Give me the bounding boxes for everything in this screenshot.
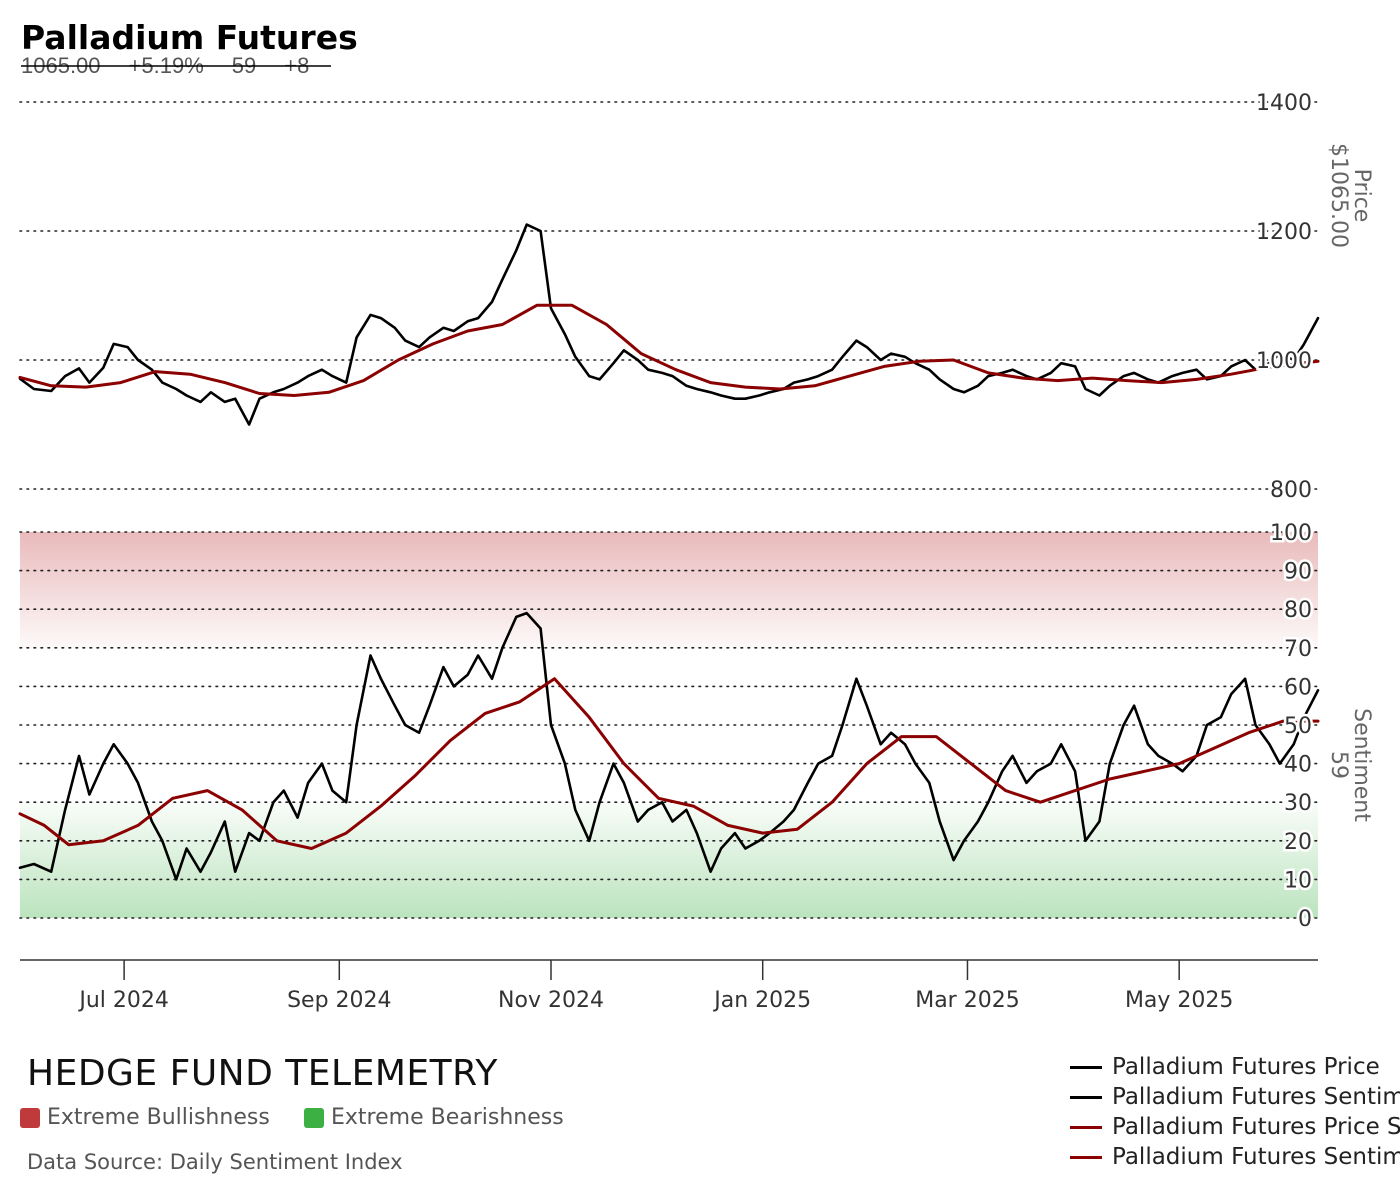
bear-zone (20, 802, 1318, 918)
price-line (18, 223, 1320, 426)
y-tick-label: 40 (1284, 753, 1312, 778)
legend-line (1070, 1125, 1102, 1129)
sentiment-zones (20, 532, 1318, 918)
y-tick-label: 20 (1284, 830, 1312, 855)
legend-item-sentiment-sma[interactable]: Palladium Futures Sentiment SMA (1070, 1142, 1400, 1172)
bear-zone-swatch (304, 1107, 324, 1128)
bull-zone-label: Extreme Bullishness (47, 1105, 270, 1130)
legend-item-sentiment[interactable]: Palladium Futures Sentiment (1070, 1082, 1400, 1112)
x-tick-label: Jul 2024 (77, 988, 169, 1013)
legend-label: Palladium Futures Sentiment (1112, 1084, 1400, 1110)
bull-zone-legend: Extreme Bullishness (20, 1105, 270, 1130)
y-tick-label: 50 (1284, 714, 1312, 739)
x-tick-label: May 2025 (1125, 988, 1233, 1013)
sentiment-sma-line (18, 677, 1320, 850)
grid-lines (19, 101, 1319, 919)
x-tick-label: Jan 2025 (712, 988, 811, 1013)
legend: Palladium Futures Price Palladium Future… (1070, 1052, 1400, 1172)
bear-zone-legend: Extreme Bearishness (304, 1105, 564, 1130)
legend-label: Palladium Futures Price SMA (1112, 1114, 1400, 1140)
x-tick-label: Mar 2025 (915, 988, 1020, 1013)
chart-title: Palladium Futures (21, 18, 358, 57)
series-lines (18, 223, 1320, 881)
y-tick-label: 100 (1270, 521, 1312, 546)
header-strike (21, 65, 331, 67)
bull-zone-swatch (20, 1107, 40, 1128)
legend-item-price[interactable]: Palladium Futures Price (1070, 1052, 1400, 1082)
y-tick-label: 60 (1284, 675, 1312, 700)
price-axis-value: $1065.00 (1326, 143, 1351, 248)
legend-line (1070, 1065, 1102, 1069)
y-tick-label: 30 (1284, 791, 1312, 816)
price-sma-line (18, 303, 1320, 397)
y-tick-label: 80 (1284, 598, 1312, 623)
data-source: Data Source: Daily Sentiment Index (27, 1150, 403, 1174)
sentiment-axis-label: Sentiment (1349, 708, 1374, 822)
sentiment-line (18, 611, 1320, 881)
brand-name: HEDGE FUND TELEMETRY (27, 1053, 498, 1094)
y-tick-labels: 800 1000 1200 1400 0 10 20 30 40 50 60 70 80 90 100 (1254, 89, 1315, 935)
legend-line (1070, 1155, 1102, 1159)
y-tick-label: 90 (1284, 560, 1312, 585)
y-tick-label: 1400 (1256, 91, 1312, 116)
legend-line (1070, 1095, 1102, 1099)
y-tick-label: 1000 (1256, 349, 1312, 374)
x-tick-label: Sep 2024 (287, 988, 391, 1013)
y-tick-label: 800 (1270, 478, 1312, 503)
y-tick-label: 0 (1298, 907, 1312, 932)
bear-zone-label: Extreme Bearishness (331, 1105, 564, 1130)
y-tick-label: 1200 (1256, 220, 1312, 245)
legend-label: Palladium Futures Price (1112, 1054, 1380, 1080)
price-axis-label: Price (1349, 169, 1374, 223)
sentiment-axis-value: 59 (1326, 751, 1351, 779)
y-tick-label: 70 (1284, 637, 1312, 662)
y-tick-label: 10 (1284, 868, 1312, 893)
x-axis: Jul 2024 Sep 2024 Nov 2024 Jan 2025 Mar 2025… (20, 959, 1318, 1013)
x-tick-label: Nov 2024 (498, 988, 604, 1013)
legend-item-price-sma[interactable]: Palladium Futures Price SMA (1070, 1112, 1400, 1142)
bull-zone (20, 532, 1318, 648)
legend-label: Palladium Futures Sentiment SMA (1112, 1144, 1400, 1170)
